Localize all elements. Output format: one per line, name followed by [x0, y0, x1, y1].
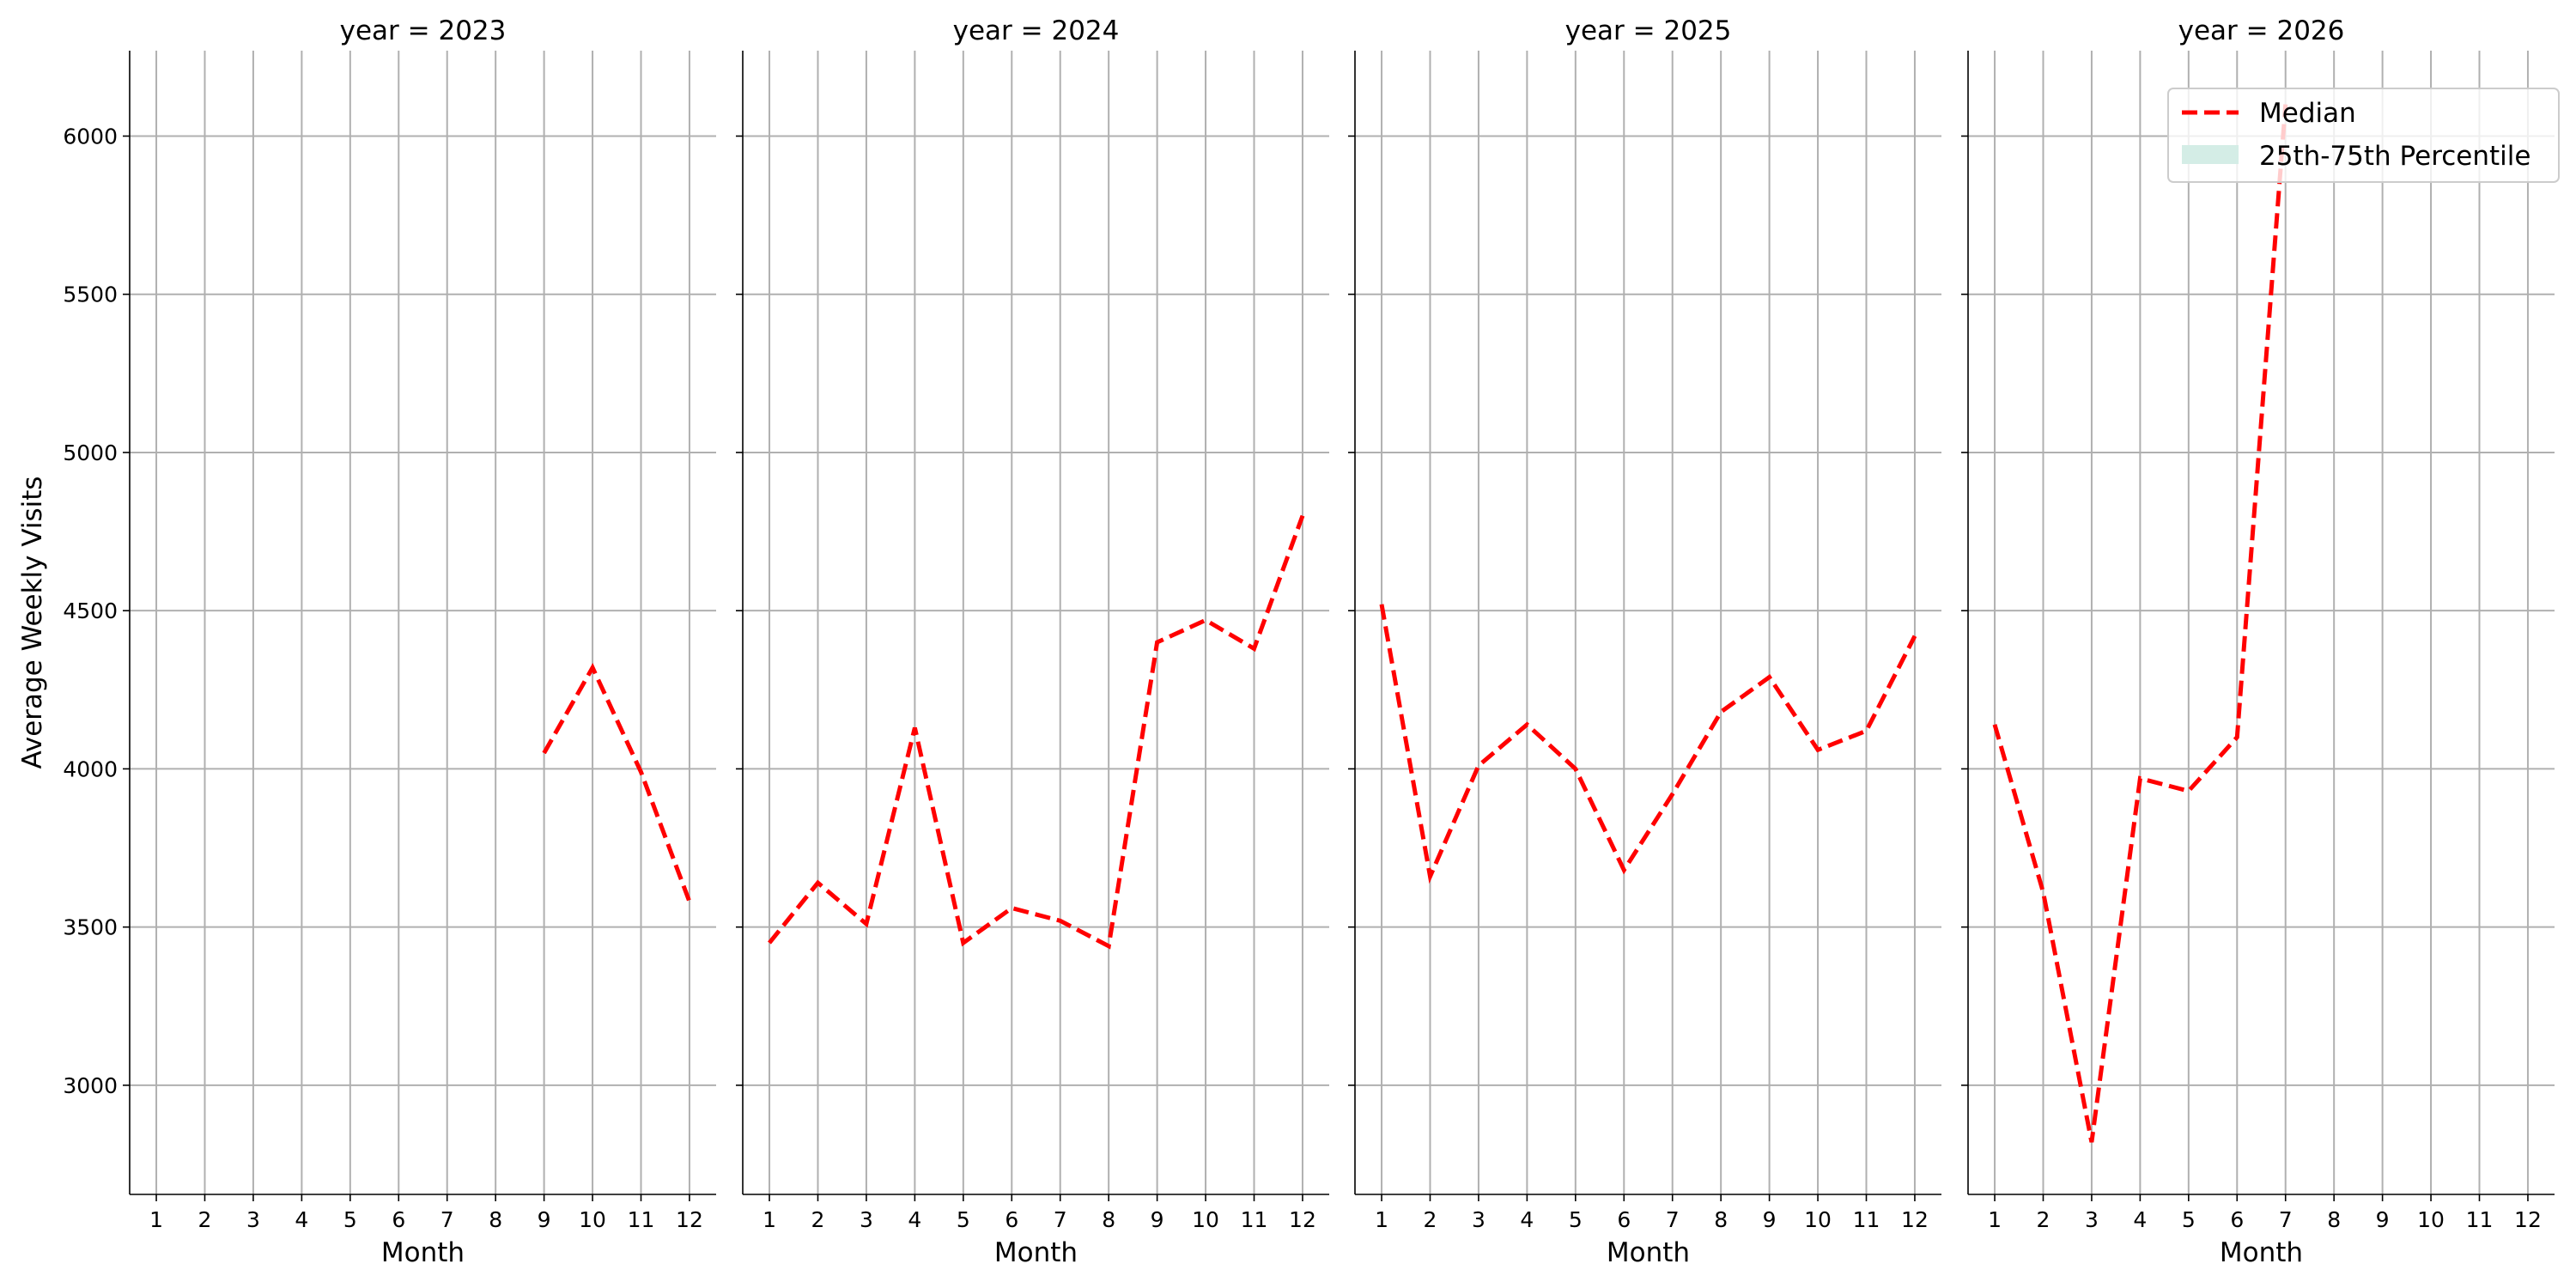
x-tick-label: 2 [2037, 1207, 2050, 1232]
x-tick-label: 10 [1804, 1207, 1832, 1232]
x-tick-label: 6 [1005, 1207, 1018, 1232]
legend-box [2167, 88, 2560, 183]
x-tick-label: 9 [2376, 1207, 2390, 1232]
y-tick-label: 3000 [63, 1073, 118, 1098]
x-tick-label: 8 [1714, 1207, 1728, 1232]
x-tick-label: 4 [295, 1207, 308, 1232]
legend-label: 25th-75th Percentile [2259, 141, 2530, 172]
legend-band-swatch [2182, 145, 2239, 164]
median-line [542, 663, 692, 903]
x-tick-label: 4 [1520, 1207, 1534, 1232]
median-line [1992, 104, 2288, 1143]
x-tick-label: 4 [2133, 1207, 2147, 1232]
x-tick-label: 7 [2279, 1207, 2293, 1232]
x-tick-label: 5 [1569, 1207, 1583, 1232]
x-tick-label: 6 [392, 1207, 405, 1232]
x-tick-label: 2 [811, 1207, 825, 1232]
median-line [1379, 604, 1917, 884]
x-tick-label: 3 [1472, 1207, 1485, 1232]
x-tick-label: 5 [957, 1207, 970, 1232]
x-tick-label: 7 [1054, 1207, 1067, 1232]
x-tick-label: 12 [1901, 1207, 1929, 1232]
x-tick-label: 7 [1666, 1207, 1680, 1232]
x-tick-label: 9 [538, 1207, 551, 1232]
legend-label: Median [2259, 98, 2356, 129]
x-tick-label: 10 [579, 1207, 606, 1232]
x-tick-label: 6 [1617, 1207, 1631, 1232]
x-tick-label: 11 [628, 1207, 655, 1232]
x-tick-label: 12 [1289, 1207, 1316, 1232]
y-tick-label: 4500 [63, 598, 118, 623]
x-tick-label: 1 [149, 1207, 163, 1232]
x-tick-label: 4 [908, 1207, 921, 1232]
x-tick-label: 7 [440, 1207, 454, 1232]
x-tick-label: 5 [2182, 1207, 2196, 1232]
facet-title: year = 2026 [2178, 15, 2345, 46]
x-tick-label: 11 [1853, 1207, 1880, 1232]
facet-title: year = 2023 [340, 15, 507, 46]
x-axis-label: Month [1607, 1237, 1690, 1268]
x-tick-label: 1 [1375, 1207, 1388, 1232]
y-tick-label: 5000 [63, 440, 118, 465]
x-tick-label: 8 [1102, 1207, 1115, 1232]
x-tick-label: 8 [489, 1207, 502, 1232]
median-line [768, 514, 1305, 950]
y-tick-label: 5500 [63, 283, 118, 307]
x-tick-label: 12 [2514, 1207, 2542, 1232]
x-tick-label: 10 [1192, 1207, 1219, 1232]
x-axis-label: Month [994, 1237, 1078, 1268]
x-tick-label: 5 [343, 1207, 357, 1232]
x-tick-label: 3 [2085, 1207, 2099, 1232]
x-tick-label: 1 [1988, 1207, 2002, 1232]
x-tick-label: 11 [1241, 1207, 1268, 1232]
x-tick-label: 6 [2230, 1207, 2244, 1232]
y-tick-label: 6000 [63, 124, 118, 149]
x-tick-label: 1 [762, 1207, 776, 1232]
x-tick-label: 9 [1151, 1207, 1164, 1232]
y-tick-label: 3500 [63, 915, 118, 940]
x-tick-label: 8 [2327, 1207, 2341, 1232]
x-tick-label: 11 [2466, 1207, 2494, 1232]
x-tick-label: 2 [198, 1207, 212, 1232]
x-axis-label: Month [381, 1237, 465, 1268]
x-tick-label: 2 [1424, 1207, 1437, 1232]
x-axis-label: Month [2220, 1237, 2303, 1268]
facet-title: year = 2025 [1565, 15, 1732, 46]
x-tick-label: 3 [246, 1207, 260, 1232]
y-axis-label: Average Weekly Visits [17, 476, 48, 769]
x-tick-label: 12 [676, 1207, 703, 1232]
x-tick-label: 9 [1763, 1207, 1777, 1232]
x-tick-label: 10 [2417, 1207, 2445, 1232]
y-tick-label: 4000 [63, 756, 118, 781]
facet-title: year = 2024 [953, 15, 1120, 46]
x-tick-label: 3 [860, 1207, 873, 1232]
